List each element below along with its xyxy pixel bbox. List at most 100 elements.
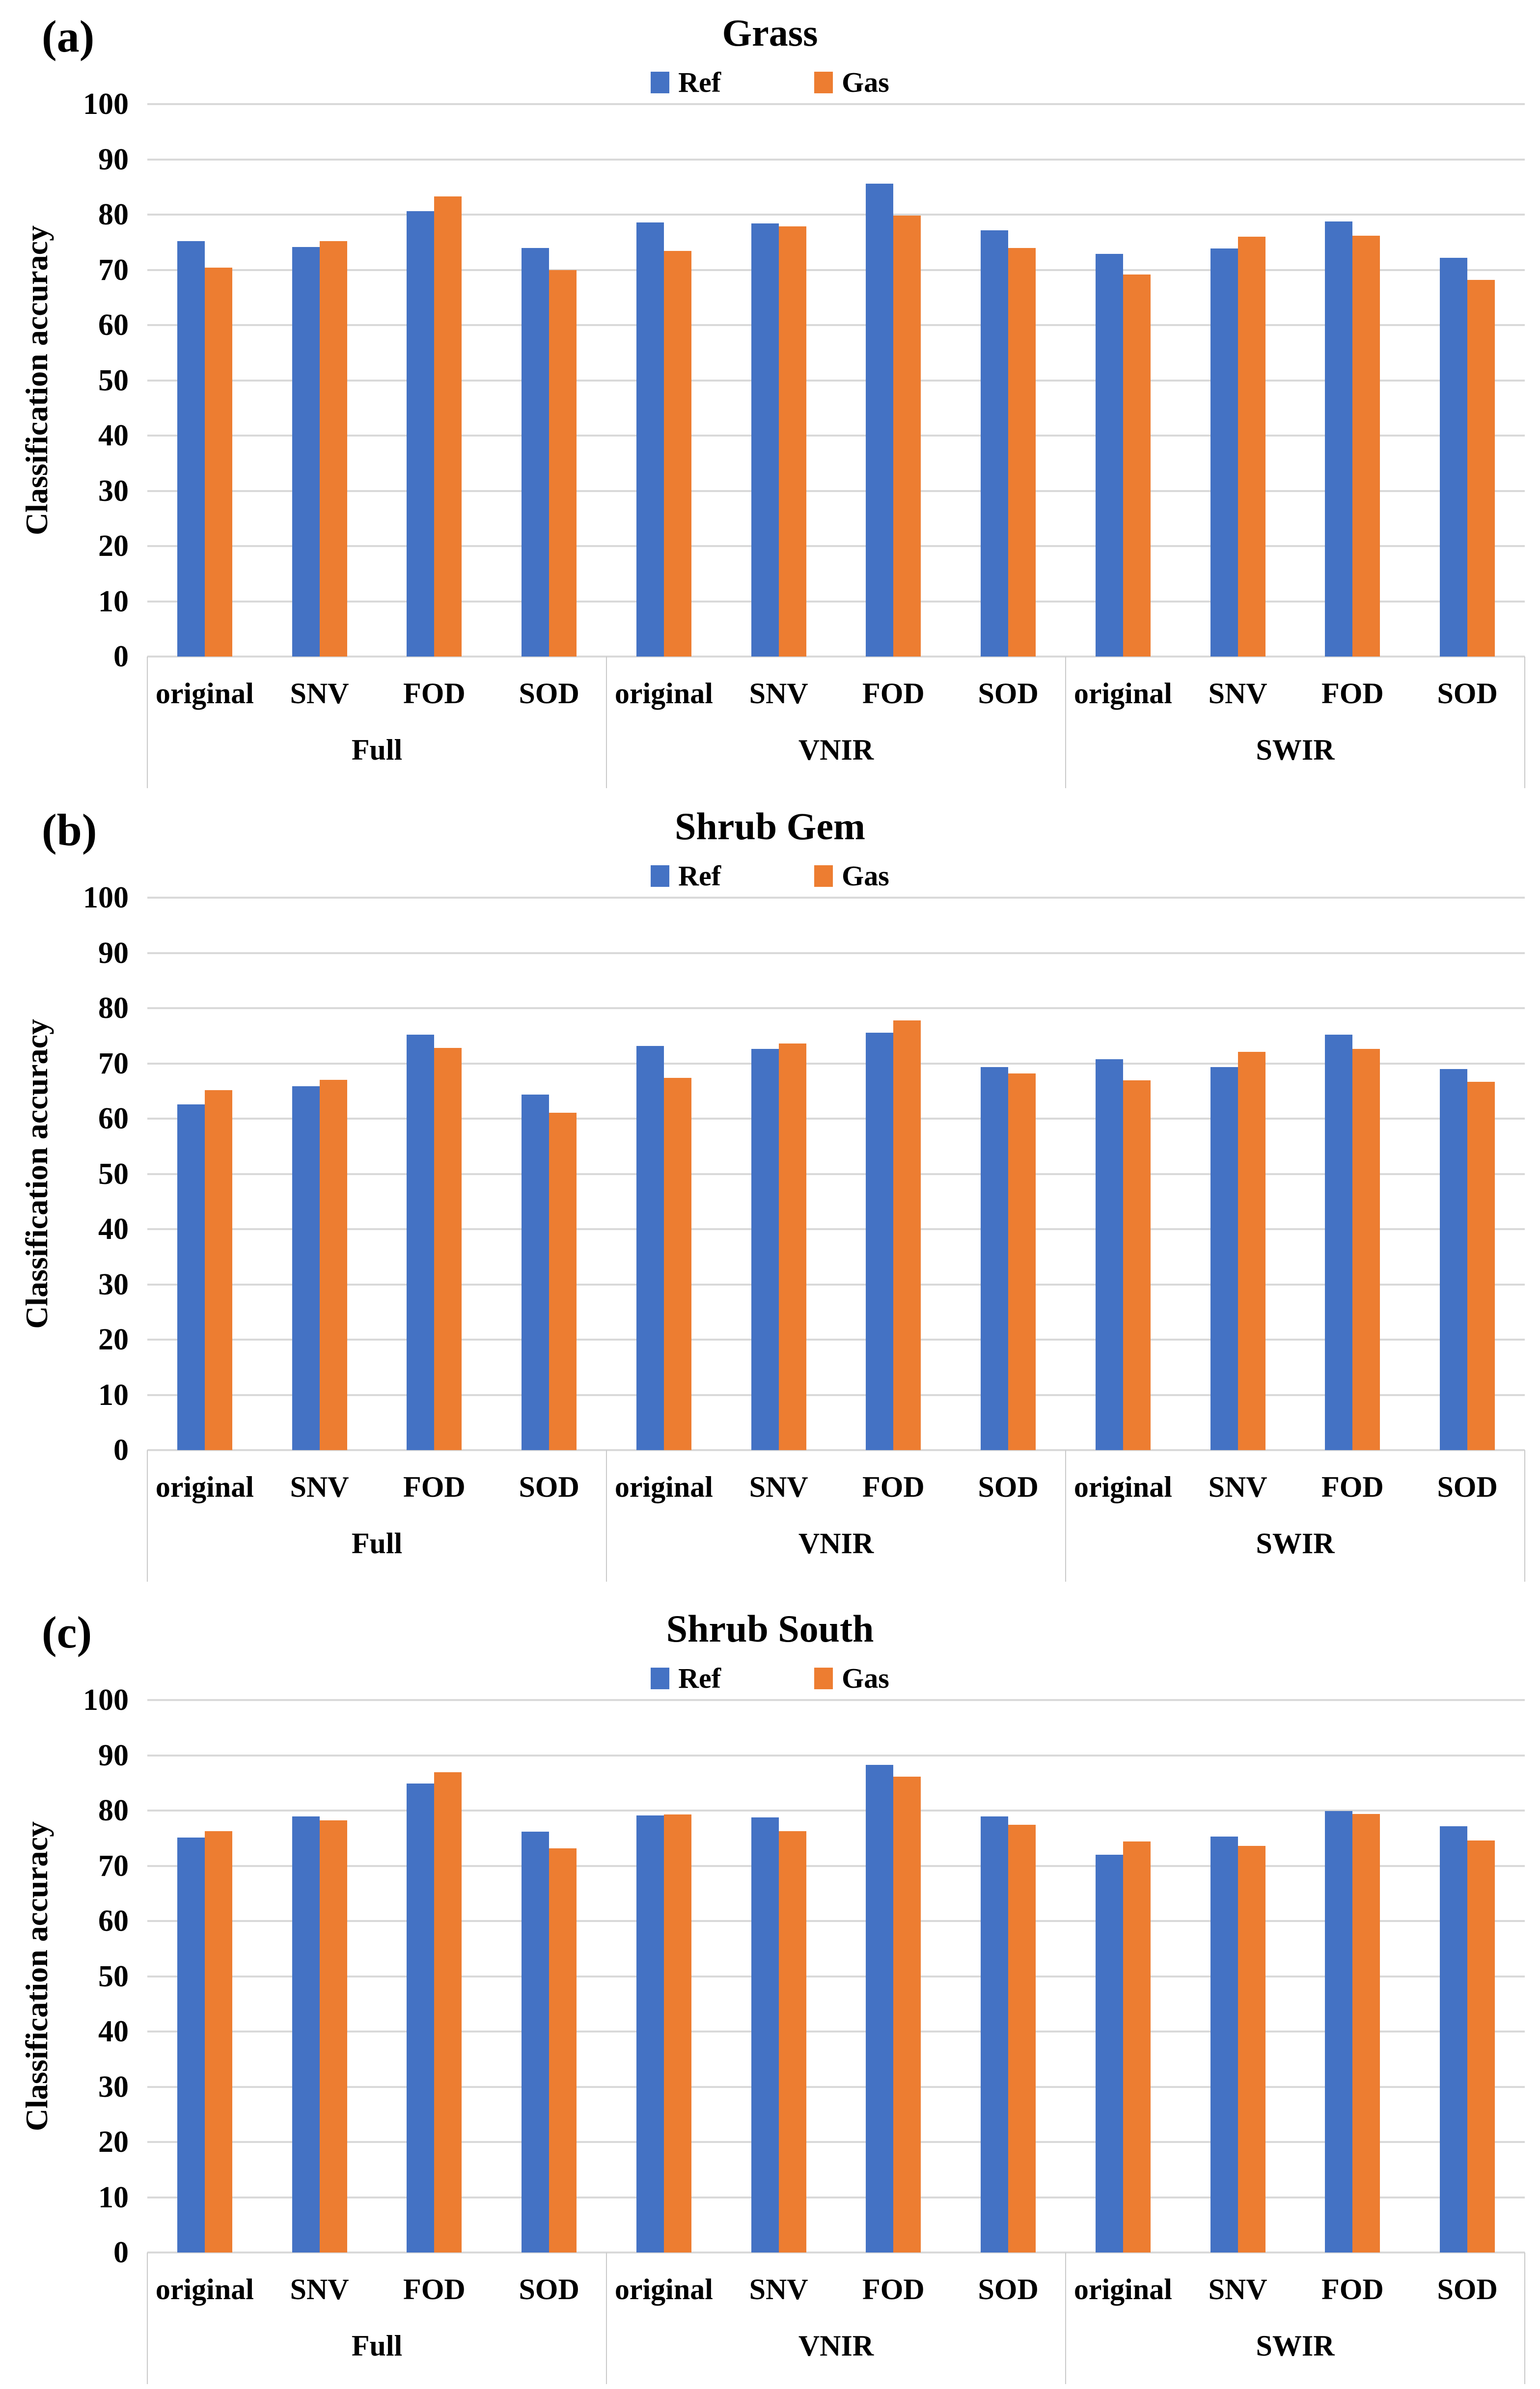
- x-category-label: original: [614, 2273, 713, 2306]
- gridline: [147, 2141, 1525, 2143]
- gridline: [147, 1394, 1525, 1396]
- bar-gas: [893, 1020, 921, 1450]
- x-category-label: SOD: [978, 2273, 1039, 2306]
- gridline: [147, 435, 1525, 437]
- gridline: [147, 269, 1525, 271]
- legend-swatch-gas-icon: [814, 71, 833, 93]
- x-category-label: SNV: [749, 677, 808, 710]
- bar-ref: [407, 1035, 435, 1450]
- bar-ref: [522, 1831, 550, 2252]
- bar-ref: [866, 1764, 894, 2252]
- legend-label-ref: Ref: [678, 1662, 721, 1694]
- bar-ref: [292, 247, 320, 657]
- y-tick-label: 20: [98, 529, 129, 563]
- x-group-label: SWIR: [1256, 1527, 1335, 1560]
- bar-gas: [663, 1814, 691, 2252]
- bar-gas: [663, 251, 691, 657]
- y-tick-label: 10: [98, 2180, 129, 2214]
- gridline: [147, 103, 1525, 105]
- bar-ref: [1440, 1826, 1468, 2252]
- y-tick-label: 70: [98, 253, 129, 287]
- bar-gas: [1238, 1846, 1265, 2252]
- x-category-label: original: [614, 1470, 713, 1503]
- gridline: [147, 2031, 1525, 2032]
- legend: Ref Gas: [0, 1662, 1540, 1695]
- x-category-label: SOD: [519, 1470, 579, 1503]
- x-category-label: SNV: [290, 2273, 349, 2306]
- chart-title: Grass: [722, 11, 818, 54]
- x-group-separator: [147, 657, 148, 788]
- bar-gas: [434, 196, 462, 657]
- legend-item-ref: Ref: [651, 66, 721, 99]
- bar-gas: [778, 1043, 806, 1450]
- bar-gas: [549, 270, 577, 657]
- x-group-label: Full: [351, 734, 403, 766]
- bar-gas: [778, 226, 806, 657]
- y-tick-label: 0: [113, 1433, 129, 1467]
- bar-gas: [319, 1080, 347, 1450]
- bar-ref: [177, 1104, 205, 1450]
- gridline: [147, 1449, 1525, 1451]
- y-tick-label: 80: [98, 1794, 129, 1827]
- bar-ref: [1325, 221, 1353, 657]
- bar-gas: [663, 1077, 691, 1450]
- y-tick-label: 10: [98, 584, 129, 618]
- bar-ref: [751, 1817, 779, 2252]
- x-category-label: SOD: [519, 677, 579, 710]
- bar-ref: [636, 1815, 664, 2252]
- x-category-label: SOD: [1437, 677, 1498, 710]
- x-group-label: Full: [351, 2330, 403, 2362]
- x-category-label: SOD: [978, 677, 1039, 710]
- bar-gas: [1238, 1051, 1265, 1450]
- legend-swatch-gas-icon: [814, 865, 833, 887]
- bar-ref: [1210, 1836, 1238, 2252]
- bar-gas: [1008, 1825, 1036, 2252]
- y-tick-label: 30: [98, 2070, 129, 2104]
- x-category-label: SNV: [749, 2273, 808, 2306]
- x-category-label: SNV: [290, 677, 349, 710]
- gridline: [147, 1173, 1525, 1175]
- x-category-label: FOD: [1321, 677, 1384, 710]
- x-group-separator: [1065, 1450, 1066, 1582]
- bar-ref: [1210, 248, 1238, 657]
- plot-area: [147, 1699, 1525, 2253]
- y-tick-label: 90: [98, 936, 129, 970]
- gridline: [147, 1754, 1525, 1757]
- gridline: [147, 545, 1525, 547]
- bar-ref: [407, 211, 435, 657]
- y-tick-label: 70: [98, 1046, 129, 1080]
- bar-ref: [866, 1032, 894, 1450]
- bar-ref: [1095, 1059, 1123, 1450]
- panel-label: (c): [42, 1607, 92, 1657]
- x-category-label: FOD: [403, 677, 466, 710]
- bar-ref: [1325, 1035, 1353, 1450]
- bar-gas: [893, 1777, 921, 2252]
- y-tick-label: 30: [98, 1267, 129, 1301]
- gridline: [147, 2086, 1525, 2088]
- bar-ref: [1440, 1069, 1468, 1450]
- gridline: [147, 1810, 1525, 1812]
- legend-label-ref: Ref: [678, 860, 721, 892]
- legend-item-ref: Ref: [651, 859, 721, 892]
- bar-gas: [319, 241, 347, 657]
- x-category-label: SNV: [1208, 2273, 1267, 2306]
- chart-panel-b: (b) Shrub Gem Ref Gas Classification acc…: [0, 804, 1540, 1590]
- bar-ref: [1440, 257, 1468, 657]
- x-group-label: SWIR: [1256, 734, 1335, 766]
- gridline: [147, 1283, 1525, 1286]
- x-group-label: VNIR: [798, 2330, 874, 2362]
- y-tick-label: 40: [98, 419, 129, 452]
- x-category-label: SNV: [1208, 1470, 1267, 1503]
- x-category-label: original: [155, 2273, 254, 2306]
- gridline: [147, 600, 1525, 603]
- legend-label-gas: Gas: [842, 66, 889, 98]
- bar-gas: [434, 1772, 462, 2252]
- x-group-separator: [606, 2252, 607, 2384]
- gridline: [147, 1339, 1525, 1341]
- x-category-label: FOD: [862, 677, 925, 710]
- gridline: [147, 897, 1525, 899]
- bar-gas: [1123, 1841, 1151, 2252]
- y-tick-label: 20: [98, 1323, 129, 1356]
- legend: Ref Gas: [0, 66, 1540, 99]
